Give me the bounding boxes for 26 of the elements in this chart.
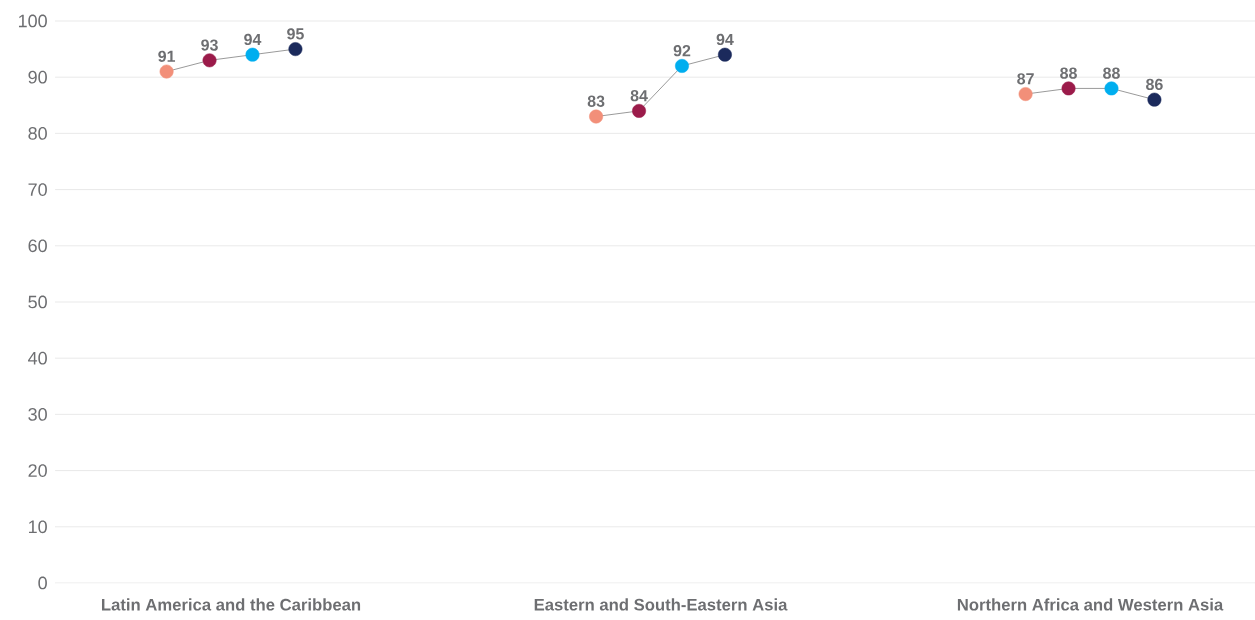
data-label: 84 [630, 89, 648, 102]
data-label: 94 [716, 33, 734, 46]
y-tick-label: 30 [28, 408, 47, 421]
y-tick-label: 100 [18, 14, 47, 28]
y-tick-label: 40 [28, 351, 47, 365]
data-label: 87 [1017, 73, 1034, 85]
data-label: 88 [1060, 67, 1077, 79]
y-tick-label: 10 [28, 520, 47, 534]
data-label: 88 [1103, 67, 1120, 79]
y-tick-label: 90 [28, 70, 47, 84]
data-label: 91 [158, 50, 176, 62]
y-tick-label: 80 [28, 127, 47, 140]
data-label: 92 [673, 45, 691, 57]
x-tick-label: Latin America and the Caribbean [102, 598, 361, 611]
y-tick-label: 70 [28, 183, 47, 196]
x-tick-label: Northern Africa and Western Asia [957, 598, 1224, 611]
data-label: 83 [587, 95, 605, 107]
x-tick-label: Eastern and South-Eastern Asia [534, 598, 788, 611]
data-label: 93 [201, 39, 218, 51]
data-label: 86 [1146, 78, 1163, 91]
data-label: 95 [287, 28, 304, 40]
y-tick-label: 50 [28, 295, 47, 309]
y-tick-label: 60 [28, 239, 47, 253]
y-tick-label: 0 [38, 576, 47, 590]
y-tick-label: 20 [28, 464, 47, 477]
data-label: 94 [244, 33, 262, 46]
